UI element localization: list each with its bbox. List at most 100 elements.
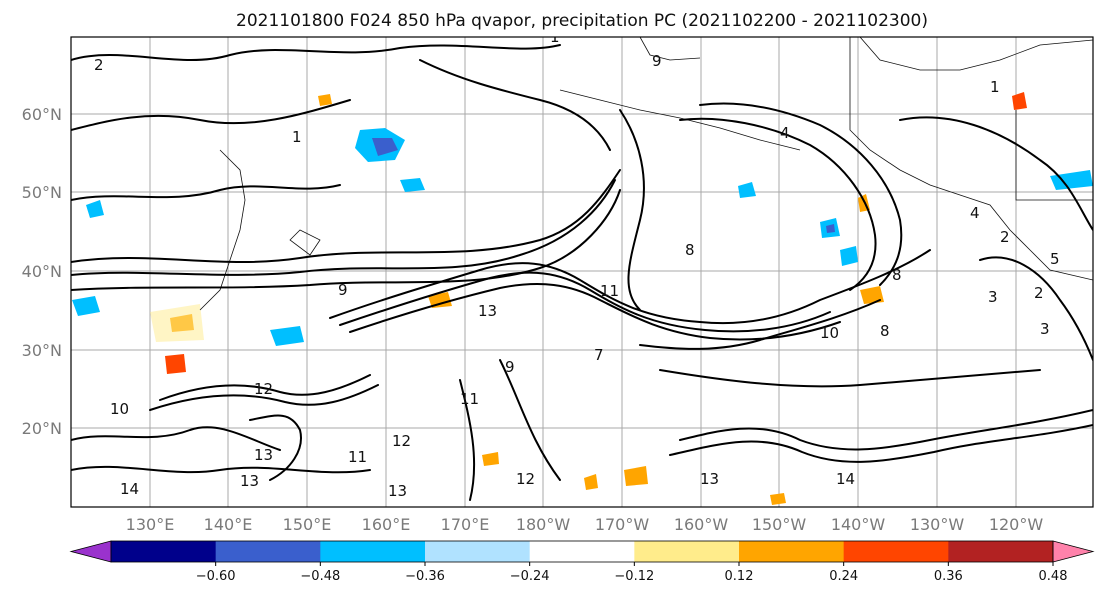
contour-line <box>149 384 379 411</box>
precip-negative-patch <box>738 182 756 198</box>
contour-label: 10 <box>820 324 839 342</box>
lat-label-30n: 30°N <box>22 341 62 360</box>
lon-label: 160°W <box>674 515 729 534</box>
province-border <box>1015 110 1093 201</box>
contour-label: 4 <box>970 204 980 222</box>
contour-label: 10 <box>110 400 129 418</box>
colorbar-tick-label: −0.60 <box>196 569 236 584</box>
figure-title: 2021101800 F024 850 hPa qvapor, precipit… <box>236 11 928 31</box>
contour-line <box>71 426 281 451</box>
lon-label: 140°E <box>204 515 253 534</box>
contour-label: 2 <box>1034 284 1044 302</box>
colorbar-segment <box>425 541 531 562</box>
precip-negative-core <box>826 224 835 233</box>
contour-label: 12 <box>254 380 273 398</box>
contour-line <box>659 369 1041 388</box>
precip-shading <box>72 92 1093 505</box>
contour-line <box>679 117 877 291</box>
contour-label: 13 <box>254 446 273 464</box>
contour-line <box>459 379 476 501</box>
precip-negative-patch <box>840 246 858 266</box>
precip-negative-patch <box>400 178 425 192</box>
contour-label: 2 <box>94 56 104 74</box>
contour-label: 1 <box>550 28 560 46</box>
contour-labels: 1 1 2 2 9 13 7 8 10 11 8 9 12 11 13 12 1… <box>94 28 1060 500</box>
contour-label: 9 <box>338 281 348 299</box>
colorbar-extend-min <box>69 540 112 563</box>
colorbar-segment <box>529 541 635 562</box>
lat-label-40n: 40°N <box>22 262 62 281</box>
contour-line <box>979 256 1093 361</box>
precip-negative-patch <box>86 200 104 218</box>
contour-label: 2 <box>1000 228 1010 246</box>
contour-line <box>71 44 561 61</box>
coastlines <box>199 37 1093 311</box>
contour-label: 12 <box>516 470 535 488</box>
contour-label: 1 <box>990 78 1000 96</box>
contour-label: 11 <box>600 282 619 300</box>
contour-line <box>249 414 302 481</box>
contour-label: 1 <box>292 128 302 146</box>
colorbar-segment <box>215 541 321 562</box>
contour-label: 14 <box>836 470 855 488</box>
precip-positive-patch <box>860 286 884 304</box>
lon-label: 120°W <box>989 515 1044 534</box>
lon-label: 130°E <box>126 515 175 534</box>
contour-label: 5 <box>1050 250 1060 268</box>
lat-label-60n: 60°N <box>22 105 62 124</box>
asia-coast <box>199 149 246 311</box>
contour-line <box>71 184 341 201</box>
contour-line <box>499 359 561 481</box>
precip-positive-patch <box>482 452 499 466</box>
contour-label: 8 <box>685 241 695 259</box>
lon-label: 150°W <box>752 515 807 534</box>
contour-line <box>71 99 351 131</box>
precip-positive-patch <box>165 354 186 374</box>
map-frame <box>70 36 1094 508</box>
map-background <box>71 37 1093 507</box>
colorbar-tick-label: −0.48 <box>300 569 340 584</box>
contour-line <box>899 116 1093 231</box>
precip-positive-patch <box>318 94 332 106</box>
colorbar-extend-max <box>1052 540 1095 563</box>
contour-label: 8 <box>880 322 890 340</box>
colorbar-segment <box>843 541 949 562</box>
precip-positive-halo <box>150 304 204 342</box>
colorbar-tick-label: 0.12 <box>725 569 754 584</box>
colorbar-tick-label: 0.36 <box>934 569 963 584</box>
precip-negative-patch <box>270 326 304 346</box>
contour-line <box>349 283 841 341</box>
contour-label: 11 <box>460 390 479 408</box>
contour-line <box>669 424 1093 463</box>
colorbar-segment <box>739 541 845 562</box>
contour-line <box>339 271 831 333</box>
contour-line <box>71 169 621 263</box>
lat-label-20n: 20°N <box>22 419 62 438</box>
colorbar-tick-label: 0.24 <box>829 569 858 584</box>
colorbar-segment <box>111 541 217 562</box>
contour-line <box>71 189 621 291</box>
contour-label: 11 <box>348 448 367 466</box>
colorbar-tick-label: −0.12 <box>614 569 654 584</box>
contour-label: 13 <box>388 482 407 500</box>
precip-positive-patch <box>624 466 648 486</box>
colorbar-tick-label: 0.48 <box>1039 569 1068 584</box>
contour-line <box>639 299 881 350</box>
precip-positive-patch <box>770 493 786 505</box>
lon-label: 180°W <box>516 515 571 534</box>
precip-negative-patch <box>72 296 100 316</box>
contour-line <box>699 102 903 286</box>
lon-label: 170°W <box>595 515 650 534</box>
colorbar-frame <box>110 540 1054 563</box>
contour-line <box>159 374 371 401</box>
contour-label: 8 <box>892 266 902 284</box>
precip-positive-patch <box>1012 92 1027 110</box>
contour-label: 3 <box>988 288 998 306</box>
contour-line <box>71 179 616 276</box>
contour-label: 13 <box>478 302 497 320</box>
contour-label: 12 <box>392 432 411 450</box>
contour-line <box>679 409 1093 451</box>
colorbar-tick-label: −0.36 <box>405 569 445 584</box>
lat-label-50n: 50°N <box>22 183 62 202</box>
